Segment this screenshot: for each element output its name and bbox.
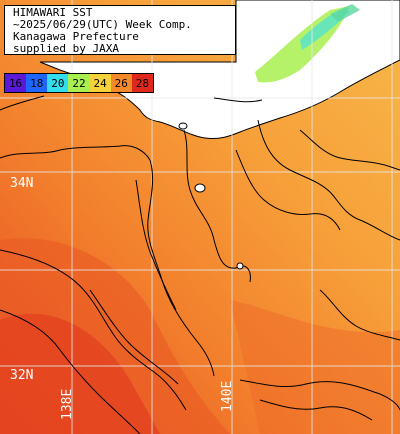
scale-swatch-16: 16: [5, 74, 27, 92]
scale-swatch-28: 28: [131, 74, 153, 92]
scale-label-28: 28: [135, 76, 150, 90]
islands: [178, 122, 244, 270]
scale-swatch-22: 22: [68, 74, 90, 92]
scale-label-24: 24: [93, 76, 107, 90]
longitude-label-138e: 138E: [60, 388, 75, 420]
sst-color-scale: 16 18 20 22 24 26 28: [4, 73, 154, 93]
latitude-label-34n: 34N: [10, 176, 34, 191]
title-line-1: HIMAWARI SST: [13, 6, 93, 19]
longitude-label-140e: 140E: [220, 380, 235, 412]
map-title-box: HIMAWARI SST ~2025/06/29(UTC) Week Comp.…: [4, 5, 236, 55]
title-line-3: Kanagawa Prefecture: [13, 30, 139, 43]
scale-label-22: 22: [72, 76, 86, 90]
scale-label-26: 26: [114, 76, 128, 90]
scale-label-16: 16: [8, 76, 23, 90]
isotherm-contours: [0, 95, 400, 434]
scale-swatch-20: 20: [47, 74, 69, 92]
title-line-4: supplied by JAXA: [13, 42, 119, 55]
scale-swatch-26: 26: [110, 74, 132, 92]
title-line-2: ~2025/06/29(UTC) Week Comp.: [13, 18, 192, 31]
scale-swatch-24: 24: [89, 74, 111, 92]
scale-label-18: 18: [30, 76, 44, 90]
latitude-label-32n: 32N: [10, 368, 34, 383]
scale-swatch-18: 18: [26, 74, 48, 92]
scale-label-20: 20: [51, 76, 65, 90]
